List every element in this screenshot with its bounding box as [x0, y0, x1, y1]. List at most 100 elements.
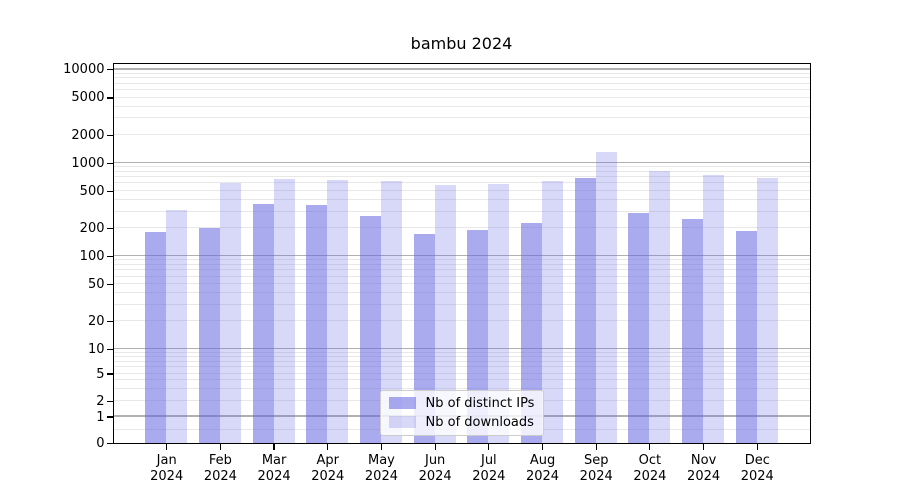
x-tick-mark — [273, 443, 275, 450]
legend-item: Nb of downloads — [388, 413, 535, 432]
y-tick-mark — [106, 162, 113, 164]
x-tick-year: 2024 — [418, 469, 452, 484]
bar-downloads — [595, 151, 617, 443]
x-tick-year: 2024 — [364, 469, 398, 484]
x-tick-month: Feb — [208, 452, 232, 468]
y-tick-mark — [106, 400, 113, 403]
y-tick-label: 50 — [87, 277, 105, 293]
x-tick-mark — [541, 443, 544, 450]
x-tick-label: Feb 2024 — [185, 453, 255, 486]
gridline-minor — [113, 96, 810, 98]
x-tick-mark — [434, 443, 436, 450]
x-tick-month: Jan — [156, 452, 177, 468]
bar-distinct-ips — [467, 229, 489, 443]
bar-distinct-ips — [628, 212, 650, 443]
legend-item-label: Nb of downloads — [425, 414, 534, 430]
x-tick-month: Jun — [424, 452, 446, 468]
x-tick-year: 2024 — [203, 469, 237, 484]
y-tick-mark — [106, 227, 113, 229]
y-tick-mark — [106, 134, 113, 136]
x-tick-year: 2024 — [579, 469, 613, 484]
bar-downloads — [166, 210, 188, 443]
x-tick-label: Mar 2024 — [239, 453, 309, 486]
bar-downloads — [703, 175, 725, 443]
x-tick-month: Oct — [638, 452, 662, 468]
x-tick-label: Jun 2024 — [400, 453, 470, 486]
bar-distinct-ips — [306, 205, 328, 443]
y-tick-label: 100 — [79, 249, 105, 264]
bar-downloads — [649, 171, 671, 443]
bar-downloads — [219, 182, 241, 443]
x-tick-mark — [380, 443, 383, 450]
y-tick-label: 20 — [87, 314, 105, 330]
x-tick-year: 2024 — [257, 469, 291, 484]
legend-item-label: Nb of distinct IPs — [425, 395, 535, 411]
bar-distinct-ips — [359, 216, 381, 443]
x-tick-label: Jul 2024 — [454, 453, 524, 486]
bar-downloads — [434, 185, 456, 443]
x-tick-mark — [649, 443, 651, 450]
legend-swatch-downloads — [388, 416, 416, 428]
y-tick-label: 5000 — [71, 90, 105, 106]
y-tick-label: 500 — [79, 183, 105, 199]
x-tick-label: Nov 2024 — [669, 453, 739, 486]
x-tick-year: 2024 — [687, 469, 721, 484]
y-tick-mark — [106, 255, 113, 258]
bar-downloads — [327, 180, 349, 443]
chart-title: bambu 2024 — [410, 34, 513, 53]
y-tick-mark — [106, 442, 113, 445]
x-tick-mark — [756, 443, 758, 450]
y-tick-label: 200 — [79, 220, 105, 236]
bar-downloads — [380, 181, 402, 443]
x-tick-label: Apr 2024 — [293, 453, 363, 486]
x-tick-mark — [327, 443, 329, 450]
x-tick-year: 2024 — [150, 469, 184, 484]
x-tick-year: 2024 — [472, 469, 506, 484]
bar-downloads — [756, 177, 778, 443]
gridline-minor — [113, 72, 810, 74]
x-tick-label: Dec 2024 — [722, 453, 792, 486]
x-tick-year: 2024 — [311, 469, 345, 484]
x-tick-label: Oct 2024 — [615, 453, 685, 486]
y-tick-label: 10000 — [63, 62, 105, 78]
x-tick-mark — [488, 443, 490, 450]
y-tick-label: 10 — [87, 342, 105, 358]
gridline-minor — [113, 170, 810, 172]
x-tick-mark — [166, 443, 168, 450]
y-tick-mark — [106, 69, 113, 71]
bar-downloads — [488, 184, 510, 443]
x-tick-month: Jul — [480, 452, 497, 468]
x-tick-month: Dec — [744, 452, 770, 468]
y-tick-mark — [106, 321, 113, 323]
y-tick-label: 1000 — [71, 155, 105, 171]
gridline-minor — [113, 133, 810, 135]
bar-distinct-ips — [574, 178, 596, 443]
bar-distinct-ips — [682, 219, 704, 443]
x-tick-month: Sep — [583, 452, 609, 468]
gridline-minor — [113, 117, 810, 119]
x-tick-month: Aug — [529, 452, 556, 468]
x-tick-month: Nov — [690, 452, 717, 468]
x-tick-month: Mar — [261, 452, 287, 468]
legend-swatch-distinct-ips — [388, 397, 416, 409]
gridline-minor — [113, 105, 810, 107]
y-tick-mark — [106, 283, 113, 286]
x-tick-label: May 2024 — [346, 453, 416, 486]
gridline-minor — [113, 165, 810, 167]
legend-item: Nb of distinct IPs — [388, 394, 535, 413]
bar-distinct-ips — [145, 232, 167, 443]
gridline-major — [113, 68, 810, 70]
x-tick-year: 2024 — [740, 469, 774, 484]
x-tick-mark — [595, 443, 597, 450]
x-tick-year: 2024 — [633, 469, 667, 484]
bar-distinct-ips — [252, 203, 274, 443]
y-tick-label: 2000 — [71, 127, 105, 143]
gridline-minor — [113, 77, 810, 79]
x-tick-month: Apr — [316, 452, 340, 468]
y-tick-mark — [106, 190, 113, 192]
x-tick-label: Jan 2024 — [132, 453, 202, 486]
bar-distinct-ips — [198, 228, 220, 443]
gridline-major — [113, 161, 810, 163]
x-tick-label: Sep 2024 — [561, 453, 631, 486]
